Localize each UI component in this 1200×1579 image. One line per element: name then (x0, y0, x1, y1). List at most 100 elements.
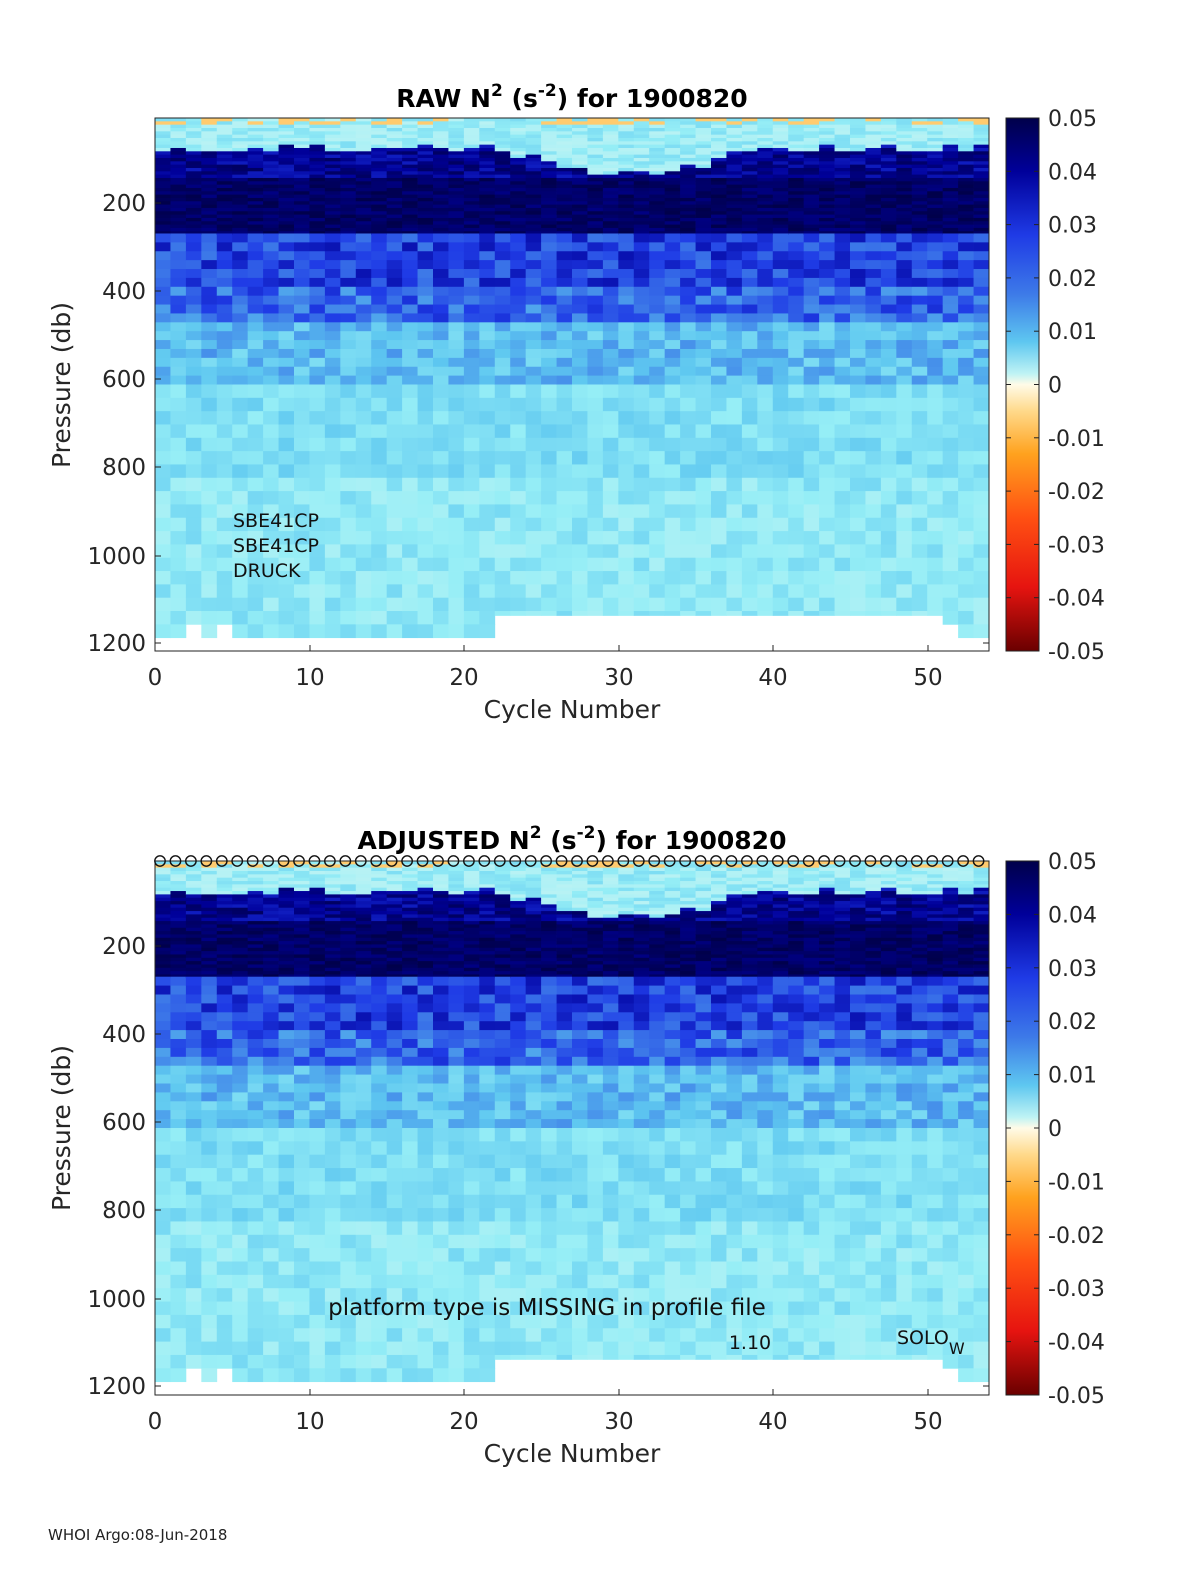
heatmap-cell (170, 941, 186, 945)
heatmap-cell (557, 398, 573, 412)
heatmap-cell (464, 228, 480, 232)
heatmap-cell (309, 881, 325, 885)
heatmap-cell (835, 168, 851, 172)
heatmap-cell (804, 531, 820, 545)
heatmap-cell (603, 260, 619, 269)
heatmap-cell (325, 205, 341, 209)
heatmap-cell (587, 208, 603, 212)
heatmap-cell (510, 211, 526, 215)
heatmap-cell (634, 181, 650, 185)
heatmap-cell (402, 340, 418, 349)
heatmap-cell (696, 491, 712, 505)
heatmap-cell (294, 188, 310, 192)
heatmap-cell (186, 954, 202, 958)
heatmap-cell (309, 121, 325, 125)
heatmap-cell (526, 125, 542, 129)
heatmap-cell (340, 904, 356, 908)
heatmap-cell (479, 145, 495, 149)
heatmap-cell (263, 961, 279, 965)
heatmap-cell (680, 438, 696, 452)
heatmap-cell (649, 141, 665, 145)
heatmap-cell (433, 138, 449, 142)
heatmap-cell (618, 385, 634, 399)
heatmap-cell (881, 161, 897, 165)
heatmap-cell (464, 491, 480, 505)
heatmap-cell (201, 1141, 217, 1155)
heatmap-cell (418, 233, 434, 242)
heatmap-cell (927, 128, 943, 132)
heatmap-cell (418, 278, 434, 287)
heatmap-cell (541, 358, 557, 367)
heatmap-cell (340, 964, 356, 968)
heatmap-cell (742, 598, 758, 612)
heatmap-cell (912, 451, 928, 465)
heatmap-cell (170, 340, 186, 349)
heatmap-cell (850, 168, 866, 172)
heatmap-cell (248, 1101, 264, 1110)
heatmap-cell (526, 358, 542, 367)
heatmap-cell (804, 385, 820, 399)
heatmap-cell (248, 331, 264, 340)
heatmap-cell (665, 349, 681, 358)
heatmap-cell (418, 225, 434, 229)
heatmap-cell (479, 424, 495, 438)
heatmap-cell (541, 385, 557, 399)
heatmap-cell (402, 313, 418, 322)
heatmap-cell (232, 191, 248, 195)
heatmap-cell (479, 411, 495, 425)
heatmap-cell (170, 135, 186, 139)
heatmap-cell (279, 411, 295, 425)
heatmap-cell (309, 904, 325, 908)
heatmap-cell (387, 198, 403, 202)
heatmap-cell (557, 478, 573, 492)
heatmap-cell (927, 504, 943, 518)
heatmap-cell (495, 349, 511, 358)
heatmap-cell (696, 155, 712, 159)
heatmap-cell (448, 367, 464, 376)
heatmap-cell (232, 1012, 248, 1021)
heatmap-cell (387, 242, 403, 251)
heatmap-cell (680, 584, 696, 598)
heatmap-cell (217, 518, 233, 532)
heatmap-cell (387, 1084, 403, 1093)
heatmap-cell (850, 208, 866, 212)
heatmap-cell (572, 178, 588, 182)
heatmap-cell (387, 871, 403, 875)
heatmap-cell (495, 558, 511, 572)
heatmap-cell (248, 228, 264, 232)
heatmap-cell (325, 968, 341, 972)
heatmap-cell (248, 1057, 264, 1066)
heatmap-cell (263, 1275, 279, 1289)
heatmap-cell (418, 451, 434, 465)
heatmap-cell (510, 198, 526, 202)
heatmap-cell (788, 198, 804, 202)
heatmap-cell (649, 278, 665, 287)
heatmap-cell (371, 1092, 387, 1101)
heatmap-cell (927, 251, 943, 260)
heatmap-cell (757, 125, 773, 129)
heatmap-cell (865, 118, 881, 122)
heatmap-cell (325, 178, 341, 182)
heatmap-cell (325, 504, 341, 518)
heatmap-cell (557, 269, 573, 278)
heatmap-cell (742, 424, 758, 438)
heatmap-cell (603, 305, 619, 314)
heatmap-cell (201, 367, 217, 376)
heatmap-cell (294, 914, 310, 918)
heatmap-cell (958, 385, 974, 399)
heatmap-cell (279, 1066, 295, 1075)
heatmap-cell (248, 971, 264, 975)
heatmap-cell (325, 571, 341, 585)
heatmap-cell (927, 544, 943, 558)
heatmap-cell (464, 251, 480, 260)
heatmap-cell (356, 242, 372, 251)
heatmap-cell (696, 571, 712, 585)
heatmap-cell (232, 1208, 248, 1222)
heatmap-cell (232, 221, 248, 225)
heatmap-cell (572, 340, 588, 349)
heatmap-cell (603, 121, 619, 125)
heatmap-cell (232, 155, 248, 159)
heatmap-cell (958, 424, 974, 438)
heatmap-cell (325, 1003, 341, 1012)
heatmap-cell (217, 168, 233, 172)
